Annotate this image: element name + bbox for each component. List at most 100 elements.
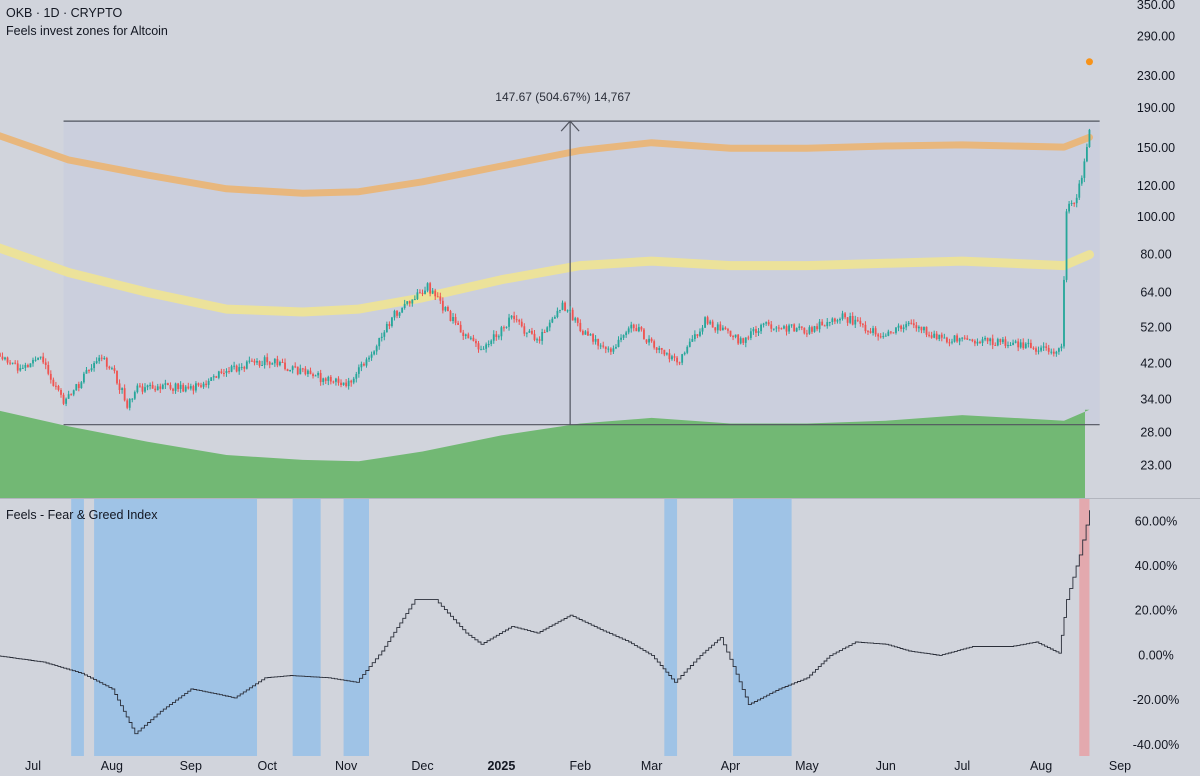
candle-body [938,334,941,339]
time-tick-label: 2025 [487,759,515,773]
candle [951,338,953,345]
candle [589,333,592,336]
candle-body [49,373,52,380]
candle-body [536,339,538,341]
candle-body [1027,342,1030,344]
candle [828,321,831,327]
candle [910,319,913,325]
time-tick-label: Aug [1030,759,1052,773]
greed-zone [1079,499,1090,756]
candle-body [482,348,485,350]
candle [867,330,869,335]
candle-body [920,326,923,331]
candle [378,337,381,350]
candle [1085,143,1088,163]
candle [16,360,19,374]
candle-body [151,384,154,389]
candle [686,345,689,355]
candle-body [345,382,348,387]
fear-greed-axis[interactable]: 60.00% 40.00% 20.00% 0.00% -20.00% -40.00% [1133,514,1180,752]
candle-body [841,313,844,319]
candle-body [665,353,668,355]
price-axis[interactable]: 350.00 290.00 230.00 190.00 150.00 120.00 100.… [1137,0,1175,473]
candle [299,364,302,375]
candle [928,331,930,338]
candle [795,327,798,333]
candle-body [19,368,22,371]
candle-body [350,380,353,383]
candle-body [910,322,913,324]
candle-body [472,337,475,341]
candle [767,319,770,327]
candle [760,323,762,334]
candle-body [976,341,979,344]
candle [772,328,775,331]
candle-body [335,378,337,382]
candle-body [1037,350,1040,352]
candle-body [727,329,729,331]
candle [800,326,803,331]
candle-body [571,309,574,321]
candle [309,367,312,375]
candle [347,377,350,390]
candle-body [696,334,699,336]
candle [930,331,933,339]
candle [518,318,521,325]
candle [475,338,477,347]
candle [1009,342,1012,346]
candle [1065,208,1068,283]
candle-body [0,353,1,357]
candle [655,347,658,354]
candle-body [426,283,429,291]
candle [29,363,32,368]
candle-body [1,356,4,360]
candle [953,335,956,343]
candle [851,312,854,326]
candle [42,352,45,365]
candle-body [312,374,314,377]
candle [156,383,159,391]
candle [869,328,872,334]
candle [424,286,426,295]
candle-body [622,335,625,338]
candle [693,330,696,342]
candle [289,369,292,372]
candle [979,340,981,344]
candle-body [378,338,381,347]
candle [752,327,755,335]
candle-body [1070,203,1073,204]
candle-body [579,322,582,331]
candle [436,292,439,298]
candle [805,329,808,338]
candle [711,319,714,328]
candle [65,397,68,407]
candle-body [971,339,974,341]
candle [77,381,80,392]
candle-body [169,385,172,389]
candle-body [37,357,39,360]
candle [678,361,681,366]
candle-body [1045,346,1048,348]
candle-body [67,394,70,399]
candle [737,334,740,345]
candle [770,321,773,333]
candle [368,355,370,362]
fear-greed-line [0,510,1090,735]
candle-body [907,322,910,325]
time-axis[interactable]: Jul Aug Sep Oct Nov Dec 2025 Feb Mar Apr May Jun Jul… [25,759,1131,773]
candle-body [434,290,437,297]
candle-body [533,333,536,340]
candle [986,337,989,344]
candle [996,337,999,347]
candle-body [994,345,997,346]
candle [210,377,213,381]
fear-zone [292,499,321,756]
candle-body [693,334,696,339]
candle-body [640,327,643,330]
candle [197,382,200,387]
candle [47,361,50,376]
candle-body [877,334,880,337]
candle-body [1014,341,1017,343]
candle [416,289,419,300]
price-range-measure[interactable] [63,120,1100,426]
